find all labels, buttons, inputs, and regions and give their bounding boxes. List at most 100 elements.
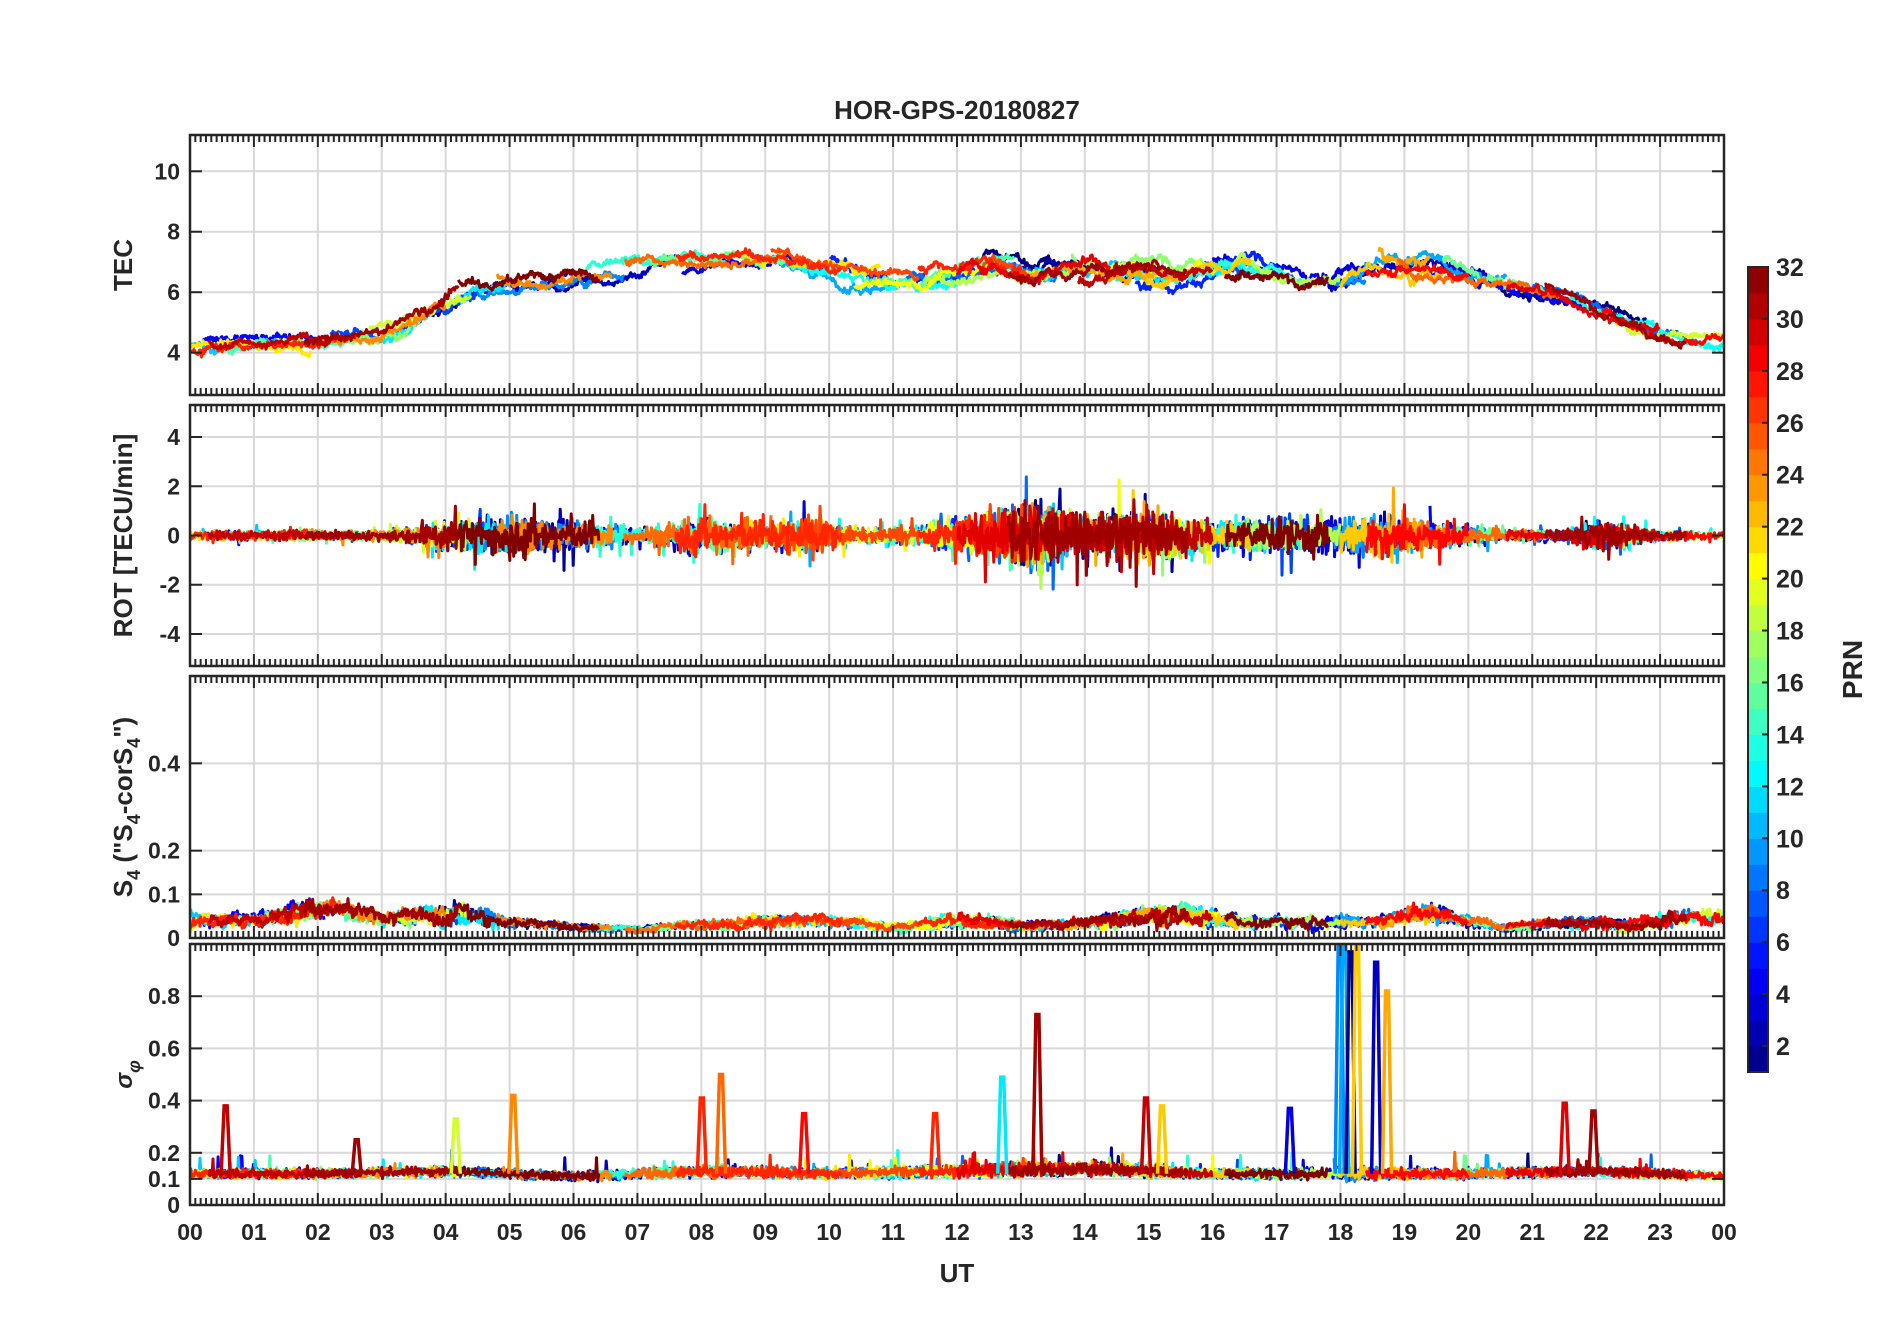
s4-y-tick-label: 0.1 (148, 881, 180, 907)
colorbar-segment (1748, 1020, 1768, 1047)
series-prn-27-s4-seg-1 (674, 912, 843, 933)
colorbar-segment (1748, 267, 1768, 294)
x-tick-label: 15 (1136, 1219, 1162, 1245)
colorbar-tick-label: 4 (1776, 981, 1790, 1009)
spike-12 (1283, 1106, 1297, 1174)
panel-rot: -4 -2 0 2 4 ROT [TECU/min] (108, 403, 1726, 668)
series-prn-27-sigma-seg-2 (917, 1157, 1023, 1180)
rot-ticks (189, 405, 1725, 666)
series-prn-31-tec-seg-1 (1006, 258, 1188, 288)
series-prn-32-rot-seg-0 (457, 502, 601, 566)
series-prn-28-rot-seg-0 (1364, 503, 1470, 566)
series-prn-30-s4-seg-0 (207, 898, 357, 929)
colorbar-tick-label: 26 (1776, 410, 1804, 438)
x-tick-label: 08 (689, 1219, 715, 1245)
s4-y-tick-label: 0 (167, 925, 180, 951)
colorbar-segment (1748, 942, 1768, 969)
colorbar-segment (1748, 838, 1768, 865)
spike-20 (1587, 1109, 1600, 1174)
spike-8 (995, 1075, 1009, 1174)
x-tick-label: 01 (241, 1219, 267, 1245)
tec-series (190, 246, 1724, 359)
series-prn-20-tec-seg-0 (853, 262, 997, 292)
series-prn-19-tec-seg-1 (1614, 320, 1724, 342)
x-tick-label: 07 (625, 1219, 651, 1245)
series-prn-32-tec-seg-0 (457, 268, 601, 292)
series-prn-31-tec-seg-0 (303, 285, 460, 347)
colorbar-segment (1748, 1046, 1768, 1073)
tec-y-tick-label: 4 (167, 340, 180, 366)
series-prn-32-sigma-seg-0 (457, 1156, 601, 1183)
colorbar-segment (1748, 552, 1768, 580)
series-prn-29-tec-seg-1 (1506, 282, 1661, 334)
colorbar-segment (1748, 812, 1768, 839)
x-tick-label: 00 (177, 1219, 203, 1245)
sigma-spikes (219, 944, 1600, 1174)
rot-y-tick-label: 2 (167, 473, 180, 499)
rot-y-tick-label: 4 (167, 424, 180, 450)
chart-title: HOR-GPS-20180827 (834, 95, 1080, 125)
spike-17 (1369, 960, 1383, 1174)
x-tick-label: 18 (1328, 1219, 1354, 1245)
series-prn-32-tec-seg-1 (1223, 269, 1329, 292)
colorbar-segment (1748, 890, 1768, 917)
x-tick-label: 06 (561, 1219, 587, 1245)
x-tick-label: 05 (497, 1219, 523, 1245)
spike-7 (928, 1111, 942, 1174)
x-tick-label: 23 (1647, 1219, 1673, 1245)
spike-19 (1558, 1101, 1571, 1174)
sigma-y-tick-label: 0.2 (148, 1140, 180, 1166)
colorbar-segment (1748, 604, 1768, 632)
rot-y-tick-label: -4 (160, 621, 181, 647)
colorbar-tick-label: 8 (1776, 877, 1790, 905)
colorbar-segment (1748, 864, 1768, 891)
colorbar-label: PRN (1837, 640, 1868, 699)
x-tick-label: 14 (1072, 1219, 1098, 1245)
colorbar-tick-label: 20 (1776, 566, 1804, 594)
colorbar-tick-label: 16 (1776, 669, 1804, 697)
series-prn-28-tec-seg-0 (1364, 264, 1470, 282)
x-tick-label: 10 (816, 1219, 842, 1245)
series-prn-29-tec-seg-0 (955, 253, 1111, 287)
series-prn-31-sigma-seg-0 (303, 1164, 460, 1181)
sigma-y-tick-label: 0.8 (148, 983, 180, 1009)
colorbar-segment (1748, 786, 1768, 813)
x-tick-label: 11 (881, 1219, 906, 1245)
series-prn-31-tec-seg-2 (1543, 282, 1687, 350)
colorbar-segment (1748, 916, 1768, 943)
series-prn-31-rot-seg-2 (1543, 515, 1687, 561)
x-tick-label: 19 (1392, 1219, 1418, 1245)
sigma-y-axis-label: σφ (111, 1060, 144, 1089)
colorbar-segment (1748, 682, 1768, 710)
colorbar-segment (1748, 396, 1768, 424)
colorbar-segment (1748, 994, 1768, 1021)
series-prn-29-rot-seg-1 (1505, 522, 1661, 551)
spike-16 (1350, 944, 1364, 1174)
colorbar-tick-label: 18 (1776, 618, 1804, 646)
x-tick-label: 12 (944, 1219, 970, 1245)
colorbar-segment (1748, 760, 1768, 787)
colorbar-segment (1748, 656, 1768, 684)
x-tick-label: 04 (433, 1219, 459, 1245)
series-prn-31-rot-seg-1 (1006, 498, 1189, 588)
colorbar-segment (1748, 734, 1768, 761)
series-prn-32-rot-seg-1 (1224, 513, 1329, 561)
colorbar-tick-label: 14 (1776, 721, 1804, 749)
tec-y-axis-label: TEC (108, 239, 138, 291)
colorbar-segment (1748, 344, 1768, 372)
x-tick-label: 09 (752, 1219, 778, 1245)
colorbar-segment (1748, 630, 1768, 658)
tec-y-tick-label: 8 (167, 219, 180, 245)
x-tick-label: 13 (1008, 1219, 1034, 1245)
s4-series (190, 896, 1724, 936)
s4-y-tick-label: 0.4 (148, 750, 180, 776)
colorbar-tick-label: 24 (1776, 462, 1804, 490)
colorbar-segment (1748, 474, 1768, 502)
colorbar-tick-label: 10 (1776, 825, 1804, 853)
colorbar-tick-label: 12 (1776, 773, 1804, 801)
colorbar-segment (1748, 526, 1768, 554)
series-prn-31-rot-seg-0 (303, 504, 460, 553)
s4-y-tick-label: 0.2 (148, 838, 180, 864)
